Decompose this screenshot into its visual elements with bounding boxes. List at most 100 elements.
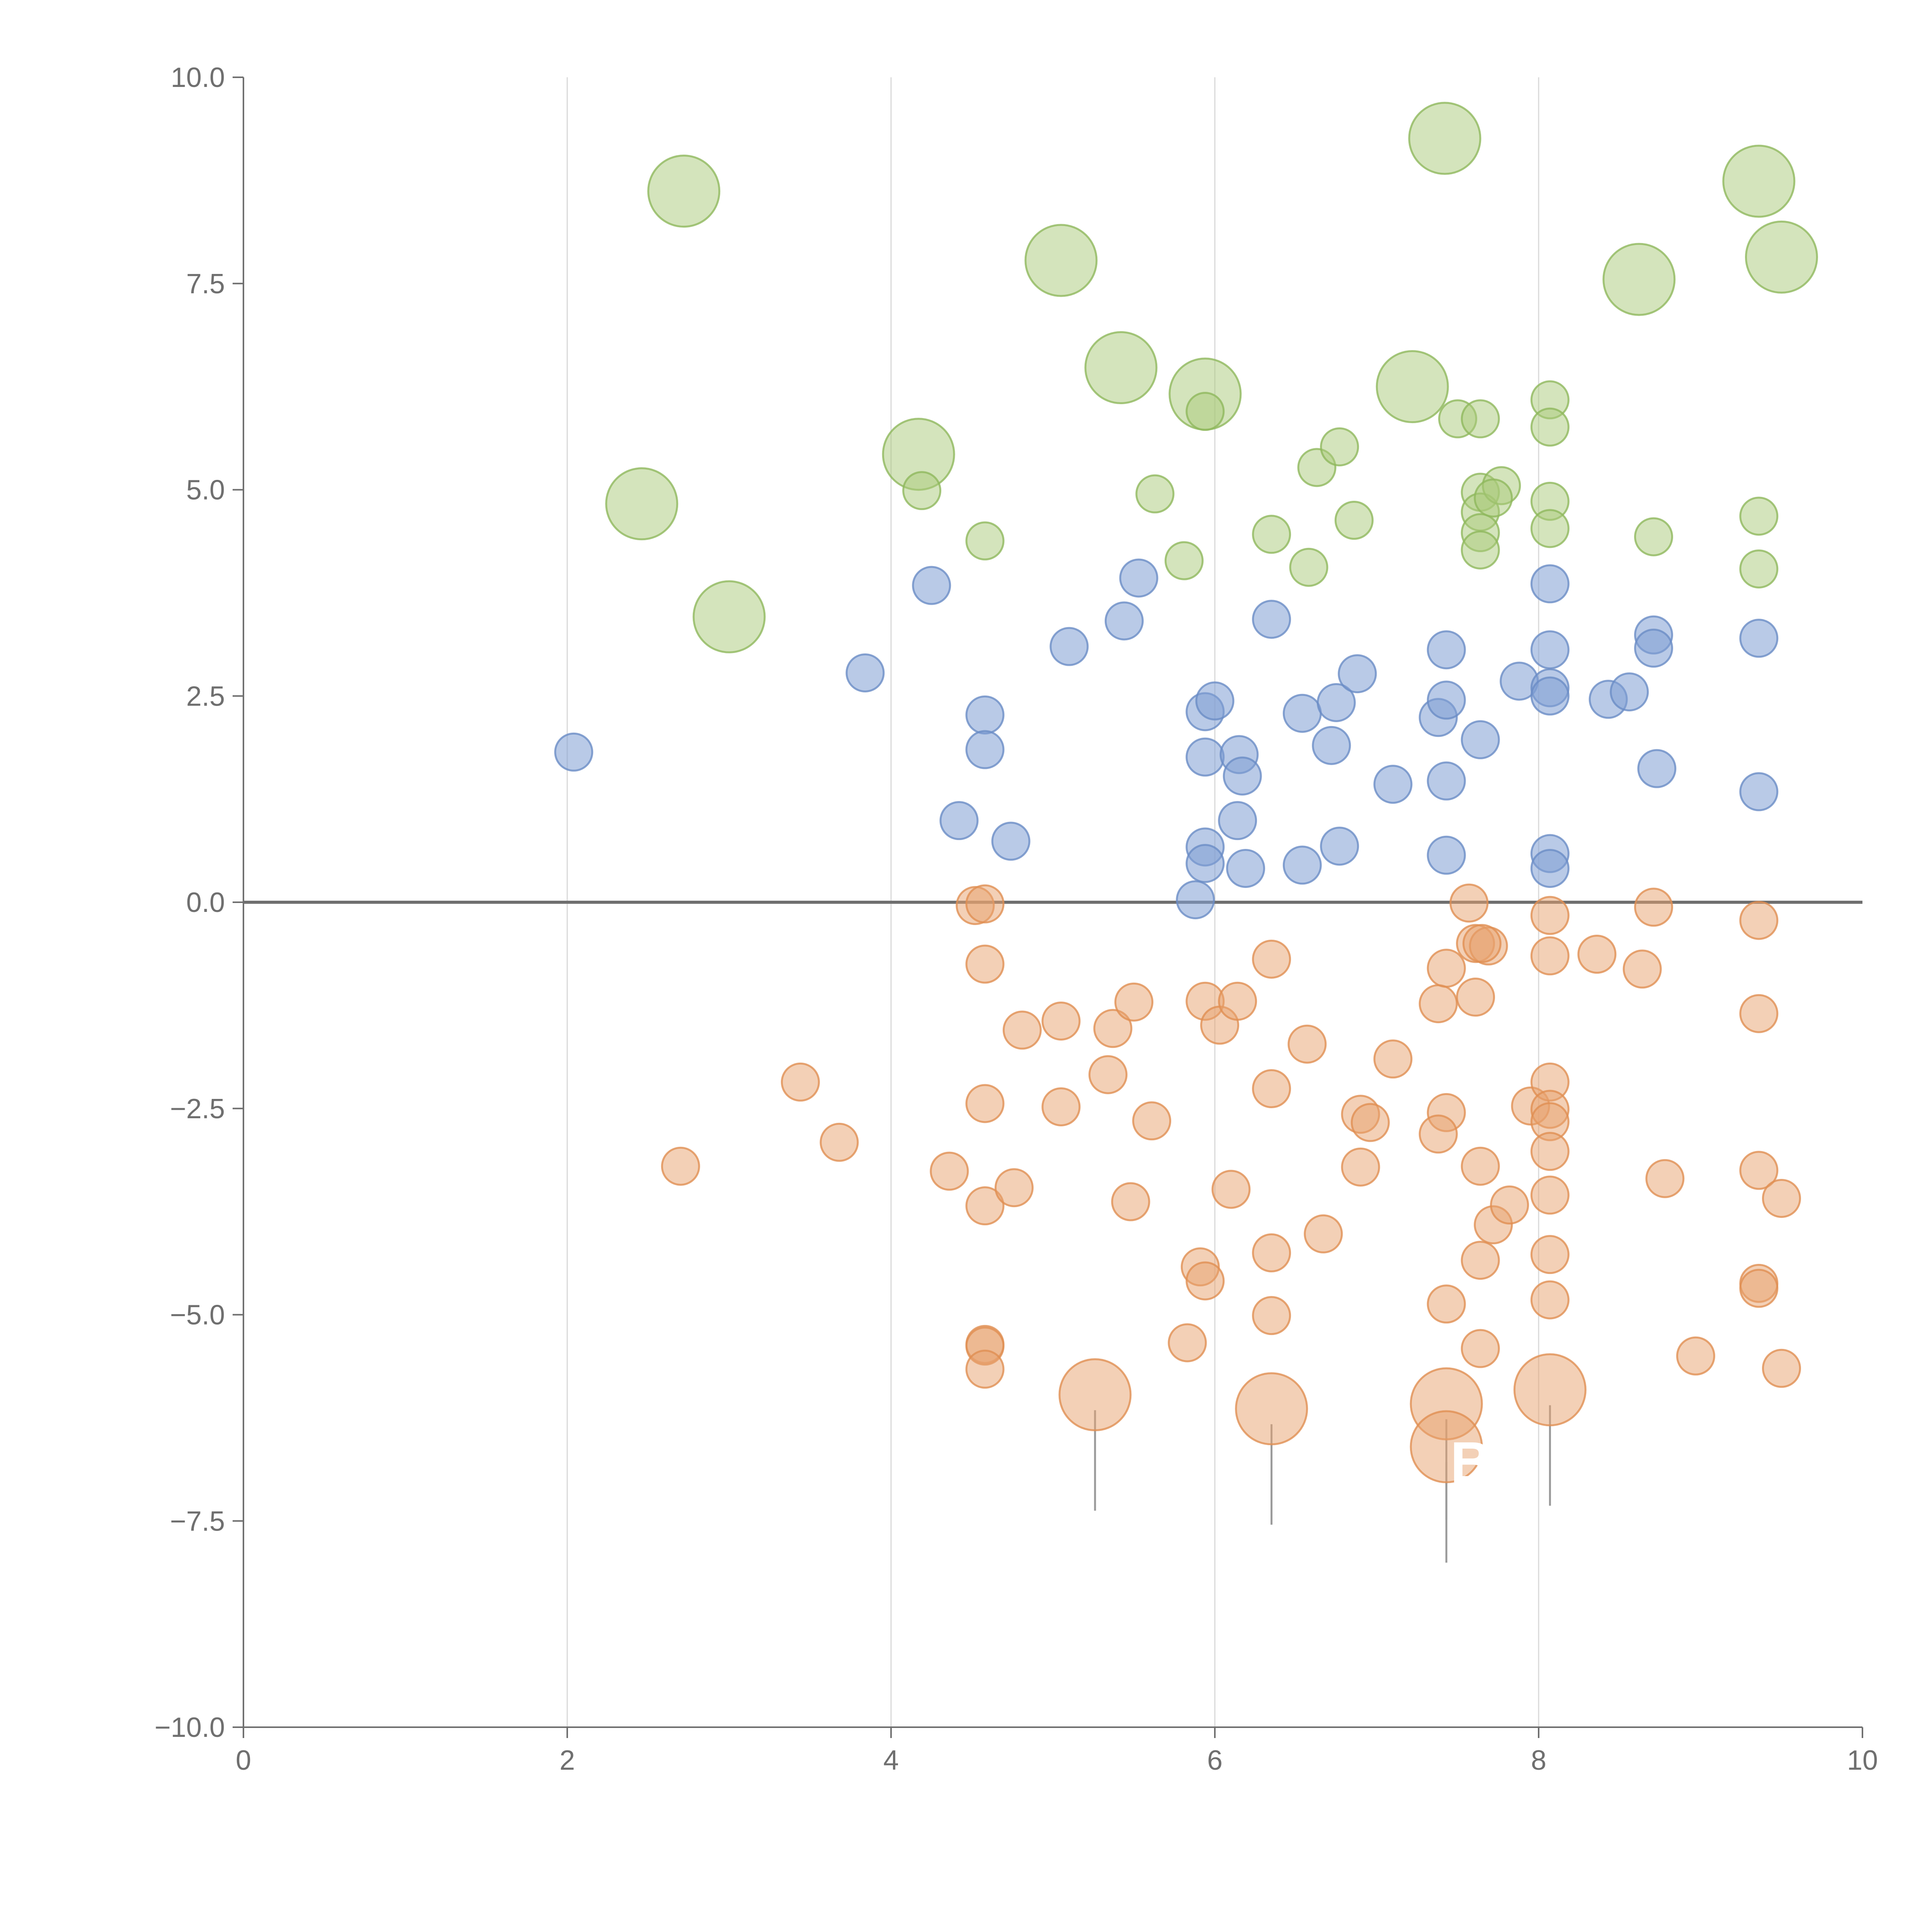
data-point-green bbox=[1024, 224, 1098, 297]
data-point-orange bbox=[1041, 1087, 1081, 1126]
data-point-green bbox=[1289, 548, 1328, 587]
data-point-blue bbox=[1427, 835, 1466, 875]
data-point-orange bbox=[965, 1084, 1005, 1123]
y-tick-label: −2.5 bbox=[170, 1094, 225, 1124]
data-point-blue bbox=[845, 653, 885, 692]
data-point-orange bbox=[1427, 1284, 1466, 1324]
data-point-orange bbox=[1252, 1296, 1291, 1335]
data-point-blue bbox=[1176, 880, 1215, 920]
data-point-green bbox=[1634, 517, 1673, 556]
y-tick-label: −7.5 bbox=[170, 1506, 225, 1537]
y-tick-label: −10.0 bbox=[155, 1712, 225, 1743]
data-point-green bbox=[1084, 331, 1158, 405]
data-point-blue bbox=[1282, 694, 1322, 733]
data-point-blue bbox=[991, 821, 1031, 861]
data-point-orange bbox=[1449, 883, 1489, 923]
data-point-orange bbox=[1530, 896, 1570, 935]
y-tick-label: 10.0 bbox=[171, 62, 225, 93]
data-point-orange bbox=[1739, 1269, 1779, 1308]
data-point-orange bbox=[1762, 1349, 1801, 1388]
data-point-blue bbox=[1530, 676, 1570, 716]
x-tick-label: 8 bbox=[1531, 1745, 1546, 1776]
data-point-orange bbox=[1111, 1182, 1150, 1221]
data-point-orange bbox=[1093, 1009, 1133, 1048]
data-point-orange bbox=[1676, 1336, 1715, 1376]
data-point-blue bbox=[1739, 619, 1779, 658]
data-point-blue bbox=[1104, 601, 1144, 641]
data-point-blue bbox=[965, 695, 1005, 735]
data-point-blue bbox=[1634, 628, 1673, 668]
data-point-blue bbox=[1373, 765, 1413, 804]
data-point-orange bbox=[1645, 1159, 1685, 1198]
data-point-orange bbox=[1456, 978, 1495, 1017]
data-point-green bbox=[1334, 500, 1374, 540]
data-point-orange bbox=[1461, 1329, 1500, 1368]
data-point-orange bbox=[1634, 888, 1673, 927]
data-point-blue bbox=[912, 566, 951, 605]
data-point-orange bbox=[1577, 935, 1617, 974]
data-point-orange bbox=[1490, 1185, 1529, 1225]
data-point-blue bbox=[1218, 801, 1257, 840]
data-point-orange bbox=[781, 1062, 820, 1102]
data-point-orange bbox=[1513, 1353, 1587, 1427]
data-point-orange bbox=[1373, 1039, 1413, 1079]
data-point-green bbox=[1408, 102, 1481, 175]
data-point-blue bbox=[1530, 630, 1570, 670]
point-layer bbox=[554, 102, 1818, 1483]
data-point-orange bbox=[1530, 1235, 1570, 1274]
data-point-orange bbox=[994, 1168, 1034, 1208]
data-point-blue bbox=[1739, 772, 1779, 811]
data-point-blue bbox=[965, 730, 1005, 769]
data-point-blue bbox=[1119, 558, 1158, 598]
data-point-blue bbox=[1427, 630, 1466, 670]
data-point-orange bbox=[1418, 1114, 1458, 1154]
data-point-orange bbox=[1088, 1055, 1128, 1094]
data-point-orange bbox=[1739, 901, 1779, 940]
data-point-blue bbox=[1427, 761, 1466, 801]
data-point-orange bbox=[1350, 1103, 1390, 1142]
data-point-green bbox=[1602, 243, 1676, 316]
data-point-green bbox=[647, 155, 721, 228]
data-point-orange bbox=[661, 1146, 700, 1186]
data-point-blue bbox=[1282, 845, 1322, 885]
data-point-orange bbox=[820, 1122, 859, 1162]
data-point-blue bbox=[1312, 726, 1351, 765]
data-point-orange bbox=[1739, 994, 1779, 1033]
data-point-green bbox=[1530, 509, 1570, 548]
data-point-orange bbox=[1185, 1261, 1225, 1301]
data-point-green bbox=[1461, 399, 1500, 439]
data-point-orange bbox=[1341, 1147, 1380, 1187]
data-point-green bbox=[1135, 474, 1175, 514]
data-point-blue bbox=[1252, 600, 1291, 639]
data-point-orange bbox=[1252, 1069, 1291, 1109]
data-point-orange bbox=[1530, 936, 1570, 976]
axis-layer: 10.0 7.5 5.0 2.5 0.0 −2.5 −5.0 −7.5 −10.0 0 2 4 6 8 10 bbox=[155, 62, 1878, 1776]
data-point-orange bbox=[1461, 1146, 1500, 1186]
data-point-blue bbox=[1637, 749, 1677, 788]
data-point-orange bbox=[930, 1151, 969, 1191]
y-tick-label: 5.0 bbox=[186, 475, 225, 506]
data-point-blue bbox=[1461, 720, 1500, 759]
y-tick-label: −5.0 bbox=[170, 1300, 225, 1331]
data-point-green bbox=[1252, 515, 1291, 554]
data-point-orange bbox=[1002, 1010, 1042, 1050]
x-tick-label: 4 bbox=[883, 1745, 899, 1776]
data-point-orange bbox=[1287, 1024, 1327, 1064]
data-point-blue bbox=[1320, 827, 1359, 866]
data-point-blue bbox=[1316, 683, 1356, 722]
data-point-blue bbox=[1530, 564, 1570, 604]
data-point-green bbox=[1164, 541, 1204, 580]
data-point-orange bbox=[1530, 1132, 1570, 1171]
data-point-orange bbox=[1418, 984, 1458, 1024]
data-point-green bbox=[1745, 220, 1818, 294]
data-point-orange bbox=[1530, 1175, 1570, 1215]
data-point-green bbox=[1376, 350, 1449, 423]
x-tick-label: 6 bbox=[1207, 1745, 1223, 1776]
data-point-orange bbox=[1427, 949, 1466, 988]
data-point-blue bbox=[1185, 737, 1225, 777]
data-point-orange bbox=[1211, 1170, 1251, 1209]
data-point-blue bbox=[939, 801, 979, 840]
point-annotation: B bbox=[1450, 1430, 1492, 1495]
